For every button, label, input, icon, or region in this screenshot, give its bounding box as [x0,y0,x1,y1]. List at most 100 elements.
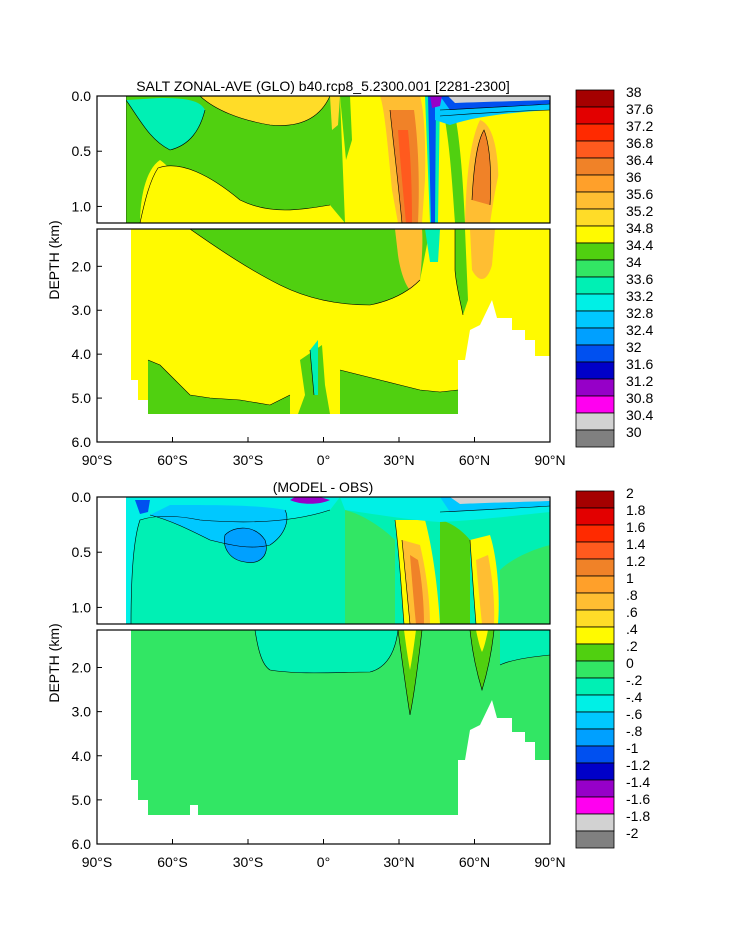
colorbar-label: 31.6 [626,356,653,372]
x-tick-label: 30°N [383,854,414,870]
colorbar-label: 33.6 [626,271,653,287]
colorbar-label: 36 [626,169,642,185]
x-tick-label: 60°S [157,854,188,870]
colorbar-swatch [575,191,615,210]
x-tick-label: 90°N [534,854,565,870]
colorbar-label: 1.4 [626,536,646,552]
colorbar-swatch [575,507,615,526]
x-tick-label: 90°N [534,452,565,468]
colorbar-label: .8 [626,587,638,603]
colorbar-label: 32.8 [626,305,653,321]
colorbar-label: 1 [626,570,634,586]
y-tick-label: 0.5 [72,143,92,159]
colorbar-label: 32.4 [626,322,653,338]
y-tick-label: 0.5 [72,544,92,560]
y-axis-label: DEPTH (km) [46,220,62,299]
colorbar-label: -1.6 [626,791,650,807]
colorbar-label: 36.8 [626,135,653,151]
difference-field-upper [97,497,550,624]
colorbar-label: -1 [626,740,639,756]
colorbar-label: 37.2 [626,118,653,134]
y-tick-label: 2.0 [72,258,92,274]
colorbar-label: 31.2 [626,373,653,389]
colorbar-swatch [575,660,615,679]
y-tick-label: 2.0 [72,660,92,676]
colorbar-swatch [575,276,615,295]
colorbar-label: .6 [626,604,638,620]
colorbar-swatch [575,174,615,193]
colorbar-swatch [575,361,615,380]
colorbar-label: 30 [626,424,642,440]
colorbar-swatch [575,208,615,227]
colorbar-swatch [575,813,615,832]
colorbar-label: 37.6 [626,101,653,117]
y-tick-label: 4.0 [72,346,92,362]
panel-model-minus-obs: (MODEL - OBS) [46,479,650,870]
colorbar-swatch [575,327,615,346]
colorbar-label: 30.4 [626,407,653,423]
y-tick-label: 6.0 [72,434,92,450]
x-tick-label: 30°S [233,452,264,468]
colorbar-swatch [575,796,615,815]
colorbar-label: 34 [626,254,642,270]
colorbar-label: -.4 [626,689,643,705]
colorbar-label: 1.2 [626,553,646,569]
colorbar-swatch [575,395,615,414]
colorbar-label: 32 [626,339,642,355]
colorbar-label: -1.4 [626,774,650,790]
colorbar-swatch [575,694,615,713]
salinity-field-upper [97,96,550,223]
colorbar-swatch [575,123,615,142]
colorbar-label: 34.4 [626,237,653,253]
colorbar-label: 33.2 [626,288,653,304]
panel-salinity: SALT ZONAL-AVE (GLO) b40.rcp8_5.2300.001… [46,78,653,468]
colorbar-swatch [575,242,615,261]
colorbar-swatch [575,728,615,747]
colorbar-label: 1.6 [626,519,646,535]
colorbar-label: 0 [626,655,634,671]
x-tick-label: 0° [317,854,330,870]
colorbar-swatch [575,541,615,560]
colorbar-swatch [575,711,615,730]
colorbar-label: -1.8 [626,808,650,824]
axes-frame-upper [96,496,551,625]
colorbar-label: -.2 [626,672,643,688]
colorbar-label: 35.2 [626,203,653,219]
x-ticks: 90°S 60°S 30°S 0° 30°N 60°N 90°N [82,839,566,870]
colorbar: 21.81.61.41.21.8.6.4.20-.2-.4-.6-.8-1-1.… [575,485,650,849]
colorbar-swatch [575,310,615,329]
colorbar-label: 30.8 [626,390,653,406]
x-tick-label: 30°N [383,452,414,468]
y-tick-label: 5.0 [72,792,92,808]
colorbar-label: 36.4 [626,152,653,168]
x-tick-label: 60°S [157,452,188,468]
y-ticks-upper: 0.0 0.5 1.0 [72,489,102,615]
colorbar-swatch [575,558,615,577]
colorbar-swatch [575,378,615,397]
y-tick-label: 6.0 [72,836,92,852]
colorbar-swatch [575,89,615,108]
y-tick-label: 3.0 [72,704,92,720]
colorbar-swatch [575,429,615,448]
colorbar-swatch [575,490,615,509]
y-tick-label: 0.0 [72,489,92,505]
y-tick-label: 5.0 [72,390,92,406]
salinity-field-lower [131,229,550,414]
colorbar-swatch [575,106,615,125]
colorbar-swatch [575,779,615,798]
colorbar-label: -.8 [626,723,643,739]
colorbar-label: .4 [626,621,638,637]
colorbar-swatch [575,140,615,159]
x-tick-label: 0° [317,452,330,468]
y-ticks-lower: 2.0 3.0 4.0 5.0 6.0 [72,258,102,450]
colorbar-swatch [575,626,615,645]
y-ticks-upper: 0.0 0.5 1.0 [72,88,102,214]
colorbar-swatch [575,643,615,662]
y-axis-label: DEPTH (km) [46,623,62,702]
x-tick-label: 60°N [459,854,490,870]
colorbar-swatch [575,762,615,781]
y-ticks-lower: 2.0 3.0 4.0 5.0 6.0 [72,660,102,852]
colorbar-swatch [575,609,615,628]
difference-field-lower [131,630,550,815]
